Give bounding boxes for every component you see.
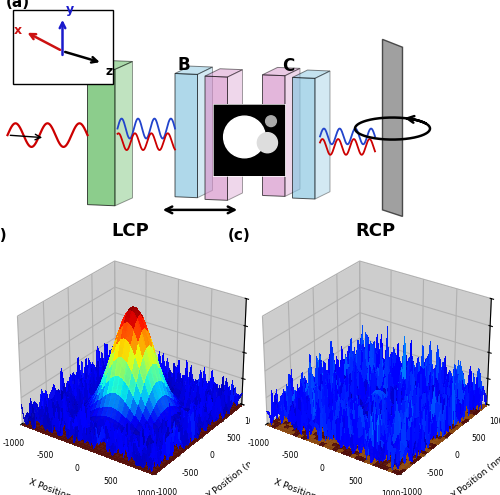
Polygon shape	[315, 71, 330, 199]
Text: (c): (c)	[228, 228, 250, 243]
Polygon shape	[115, 61, 132, 206]
Polygon shape	[198, 67, 212, 198]
Polygon shape	[292, 70, 330, 78]
Polygon shape	[228, 70, 242, 200]
Y-axis label: Y Position (nm): Y Position (nm)	[205, 452, 264, 495]
Circle shape	[258, 133, 278, 153]
Polygon shape	[205, 76, 228, 200]
Polygon shape	[205, 69, 242, 77]
Circle shape	[224, 116, 266, 158]
Polygon shape	[88, 60, 132, 69]
Y-axis label: Y Position (nm): Y Position (nm)	[450, 452, 500, 495]
Polygon shape	[262, 67, 300, 76]
Text: (b): (b)	[0, 228, 7, 243]
Polygon shape	[175, 73, 198, 198]
Polygon shape	[175, 66, 212, 74]
Text: y: y	[66, 3, 74, 16]
Title: LCP: LCP	[111, 222, 149, 240]
Text: x: x	[14, 24, 22, 37]
Text: (a): (a)	[6, 0, 30, 9]
Text: A: A	[80, 50, 93, 68]
X-axis label: X Position (nm): X Position (nm)	[272, 477, 340, 495]
Circle shape	[266, 116, 276, 127]
X-axis label: X Position (nm): X Position (nm)	[28, 477, 95, 495]
Text: B: B	[178, 55, 190, 74]
Polygon shape	[292, 77, 315, 199]
Polygon shape	[88, 68, 115, 206]
Bar	[12, 10, 112, 84]
Title: RCP: RCP	[355, 222, 395, 240]
Polygon shape	[382, 39, 402, 216]
Polygon shape	[285, 68, 300, 197]
Text: C: C	[282, 57, 295, 75]
Polygon shape	[262, 75, 285, 197]
Text: z: z	[106, 65, 113, 78]
